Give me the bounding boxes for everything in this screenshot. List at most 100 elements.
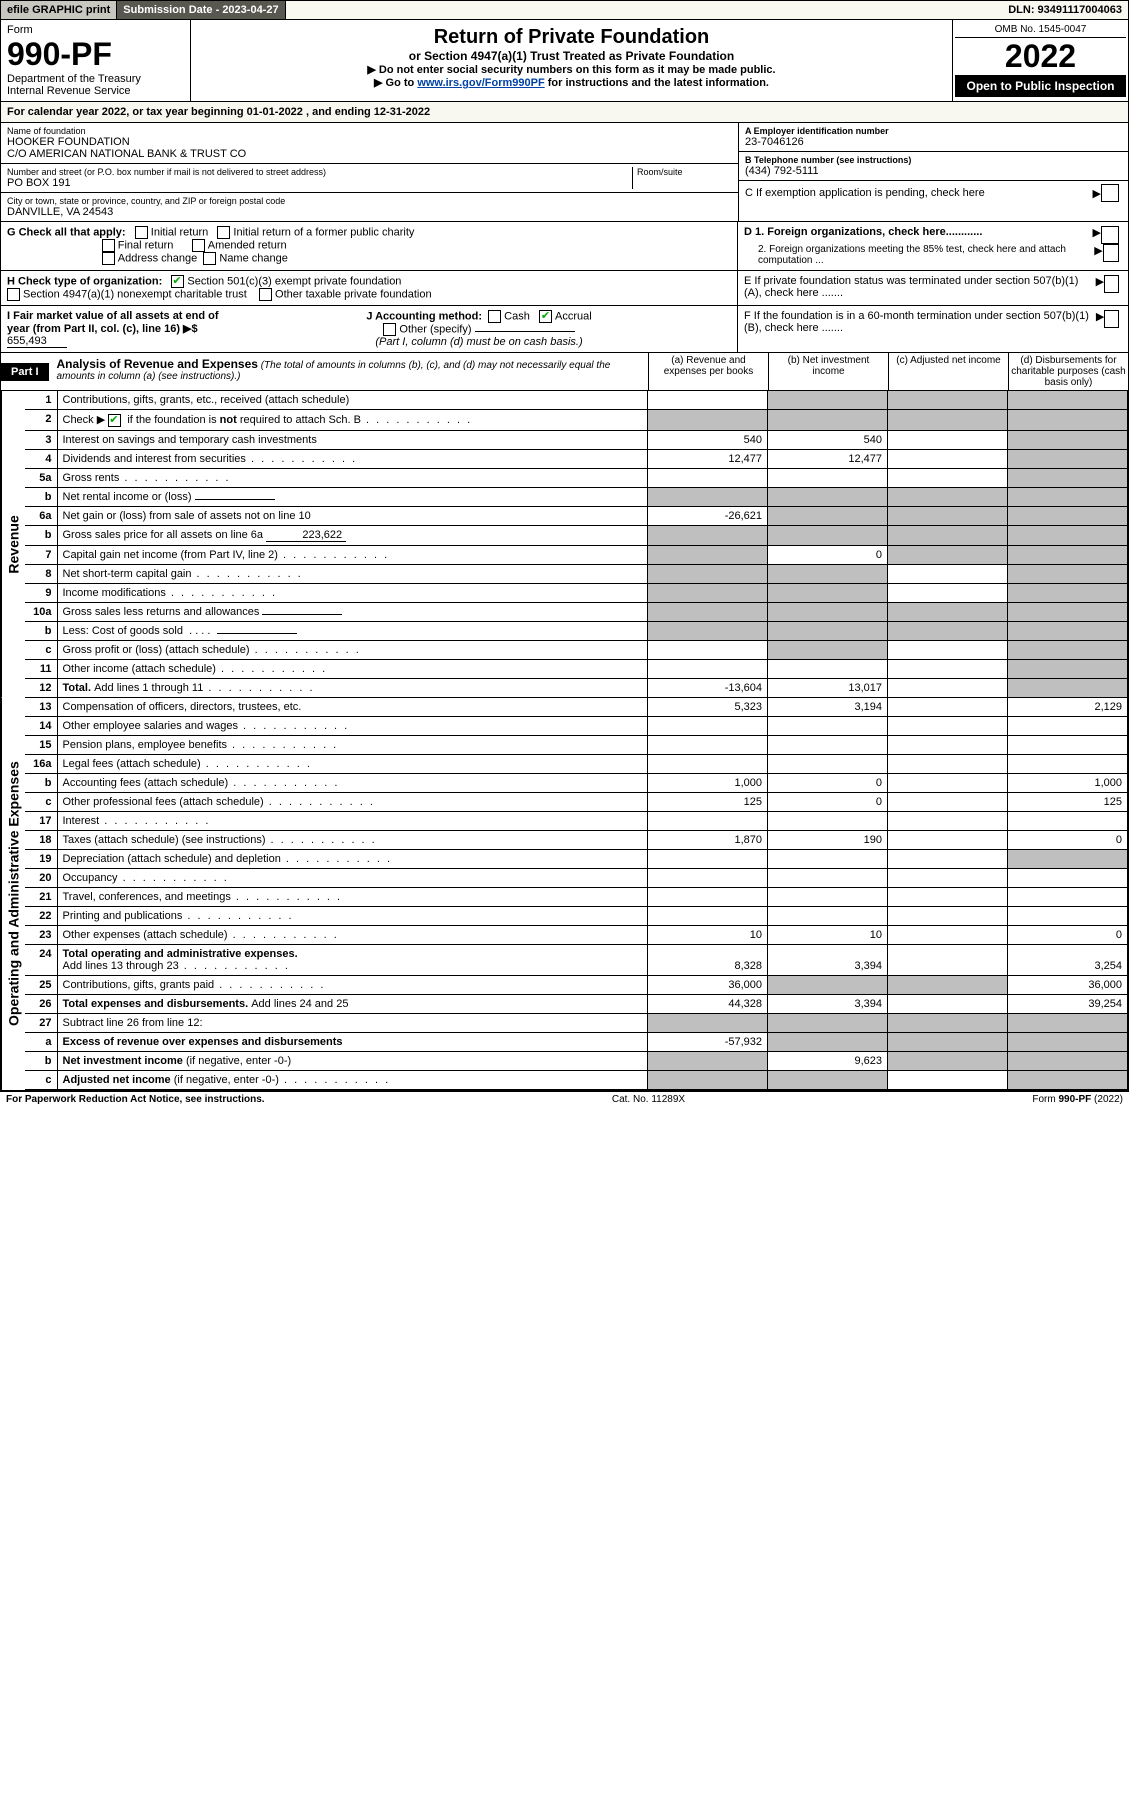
row-num: c: [25, 792, 57, 811]
row-num: 6a: [25, 506, 57, 525]
row-desc: Capital gain net income (from Part IV, l…: [57, 545, 648, 564]
check-mid: if the foundation is: [127, 414, 219, 426]
omb-number: OMB No. 1545-0047: [955, 22, 1126, 38]
d2-cb[interactable]: [1103, 244, 1119, 262]
revenue-section: Revenue 1Contributions, gifts, grants, e…: [0, 391, 1129, 698]
g-initial-cb[interactable]: [135, 226, 148, 239]
ein-label: A Employer identification number: [745, 126, 1122, 136]
table-row: bNet investment income (if negative, ent…: [25, 1051, 1128, 1070]
row-desc: Total expenses and disbursements. Add li…: [57, 994, 648, 1013]
g-addr-cb[interactable]: [102, 252, 115, 265]
f-cb[interactable]: [1104, 310, 1119, 328]
row-num: 5a: [25, 468, 57, 487]
g-final-cb[interactable]: [102, 239, 115, 252]
j-cash-cb[interactable]: [488, 310, 501, 323]
j-other-cb[interactable]: [383, 323, 396, 336]
inline-field[interactable]: [217, 633, 297, 634]
j-other-field[interactable]: [475, 331, 575, 332]
row-num: 1: [25, 391, 57, 410]
inline-field[interactable]: [262, 614, 342, 615]
row-desc: Excess of revenue over expenses and disb…: [57, 1032, 648, 1051]
row-desc: Net rental income or (loss): [57, 487, 648, 506]
revenue-side-label: Revenue: [1, 391, 25, 698]
table-row: 18Taxes (attach schedule) (see instructi…: [25, 830, 1128, 849]
row-num: 15: [25, 735, 57, 754]
g-initial-former-cb[interactable]: [217, 226, 230, 239]
instruction-goto: ▶ Go to www.irs.gov/Form990PF for instru…: [201, 76, 942, 89]
efile-print-button[interactable]: efile GRAPHIC print: [1, 1, 117, 19]
city-state-zip: DANVILLE, VA 24543: [7, 206, 732, 218]
row-desc: Total operating and administrative expen…: [57, 944, 648, 975]
row-num: b: [25, 487, 57, 506]
arrow-icon: ▶: [1093, 187, 1101, 200]
table-row: bNet rental income or (loss): [25, 487, 1128, 506]
amt-a: 1,000: [648, 773, 768, 792]
row-desc: Less: Cost of goods sold . . . .: [57, 621, 648, 640]
row-desc: Dividends and interest from securities: [57, 449, 648, 468]
j-other: Other (specify): [399, 323, 471, 335]
amt-b: 13,017: [768, 678, 888, 697]
instr-prefix: ▶ Go to: [374, 77, 417, 89]
row-num: 14: [25, 716, 57, 735]
c-checkbox[interactable]: [1101, 184, 1119, 202]
table-row: cGross profit or (loss) (attach schedule…: [25, 640, 1128, 659]
table-row: 14Other employee salaries and wages: [25, 716, 1128, 735]
form-title: Return of Private Foundation: [201, 26, 942, 49]
row-num: 9: [25, 583, 57, 602]
amt-a: 1,870: [648, 830, 768, 849]
row-num: 27: [25, 1013, 57, 1032]
amt-a: 44,328: [648, 994, 768, 1013]
schb-cb[interactable]: [108, 414, 121, 427]
table-row: bAccounting fees (attach schedule)1,0000…: [25, 773, 1128, 792]
amt-b: 0: [768, 773, 888, 792]
table-row: 11Other income (attach schedule): [25, 659, 1128, 678]
g-name-cb[interactable]: [203, 252, 216, 265]
h-4947-cb[interactable]: [7, 288, 20, 301]
amt-d: 0: [1008, 830, 1128, 849]
tax-year: 2022: [955, 38, 1126, 75]
amt-d: 125: [1008, 792, 1128, 811]
submission-date: Submission Date - 2023-04-27: [117, 1, 285, 19]
row-desc: Gross profit or (loss) (attach schedule): [57, 640, 648, 659]
h-501c3-cb[interactable]: [171, 275, 184, 288]
row-desc: Occupancy: [57, 868, 648, 887]
irs-link[interactable]: www.irs.gov/Form990PF: [417, 77, 544, 89]
row-num: 11: [25, 659, 57, 678]
table-row: 23Other expenses (attach schedule)10100: [25, 925, 1128, 944]
h-other-cb[interactable]: [259, 288, 272, 301]
row-desc: Pension plans, employee benefits: [57, 735, 648, 754]
row-desc: Legal fees (attach schedule): [57, 754, 648, 773]
c-exemption-label: C If exemption application is pending, c…: [745, 187, 985, 199]
amt-b: 3,394: [768, 994, 888, 1013]
amt-d: 2,129: [1008, 698, 1128, 717]
table-row: 26Total expenses and disbursements. Add …: [25, 994, 1128, 1013]
d1-cb[interactable]: [1101, 226, 1119, 244]
row-num: b: [25, 1051, 57, 1070]
check-suffix: required to attach Sch. B: [237, 414, 361, 426]
e-cb[interactable]: [1104, 275, 1119, 293]
inline-value: 223,622: [266, 529, 346, 542]
inline-field[interactable]: [195, 499, 275, 500]
row-desc: Taxes (attach schedule) (see instruction…: [57, 830, 648, 849]
table-row: bGross sales price for all assets on lin…: [25, 525, 1128, 545]
amt-a: 36,000: [648, 975, 768, 994]
d1-label: D 1. Foreign organizations, check here..…: [744, 226, 982, 244]
amt-b: 3,394: [768, 944, 888, 975]
row-num: 2: [25, 410, 57, 431]
table-row: 2Check ▶ if the foundation is not requir…: [25, 410, 1128, 431]
g-amended-cb[interactable]: [192, 239, 205, 252]
j-accrual-cb[interactable]: [539, 310, 552, 323]
table-row: 13Compensation of officers, directors, t…: [25, 698, 1128, 717]
row-desc: Contributions, gifts, grants paid: [57, 975, 648, 994]
row-desc: Gross sales less returns and allowances: [57, 602, 648, 621]
dept-irs: Internal Revenue Service: [7, 85, 184, 97]
row-desc: Check ▶ if the foundation is not require…: [57, 410, 648, 431]
row-desc: Gross sales price for all assets on line…: [57, 525, 648, 545]
phone-value: (434) 792-5111: [745, 165, 1122, 177]
amt-a: 540: [648, 430, 768, 449]
row-desc: Travel, conferences, and meetings: [57, 887, 648, 906]
table-row: 27Subtract line 26 from line 12:: [25, 1013, 1128, 1032]
form-header: Form 990-PF Department of the Treasury I…: [0, 20, 1129, 102]
col-b-header: (b) Net investment income: [768, 353, 888, 390]
amt-a: -57,932: [648, 1032, 768, 1051]
